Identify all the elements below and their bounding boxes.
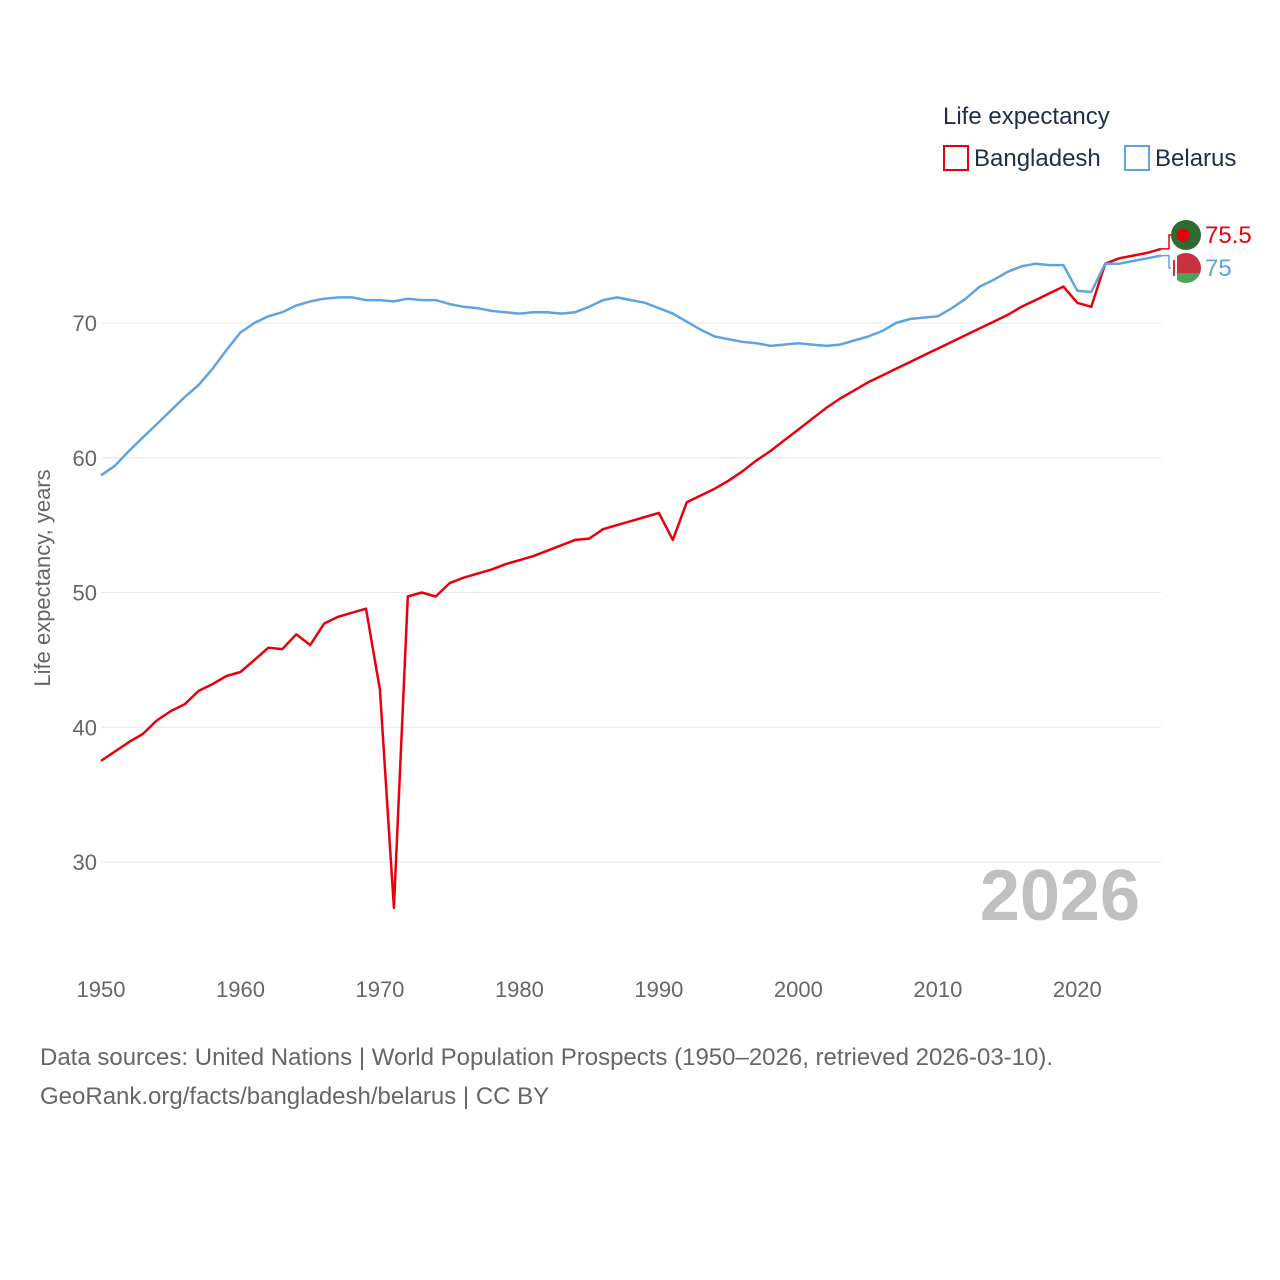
belarus-flag-icon (1171, 253, 1201, 283)
gridlines (101, 322, 1161, 863)
legend-label-belarus: Belarus (1155, 145, 1236, 172)
legend-swatch-belarus (1124, 145, 1150, 171)
series-lines (100, 247, 1162, 910)
legend-label-bangladesh: Bangladesh (974, 145, 1101, 172)
bangladesh-flag-icon (1171, 220, 1201, 250)
line-chart: 30 40 50 60 70 1950 1960 1970 1980 1990 2000 2010 2… (30, 103, 1252, 1002)
y-tick-label-70: 70 (73, 311, 97, 336)
y-tick-label-40: 40 (73, 715, 97, 740)
x-tick-label-1990: 1990 (634, 977, 683, 1002)
end-value-label-belarus: 75 (1205, 255, 1232, 282)
x-tick-label-2000: 2000 (774, 977, 823, 1002)
x-axis-ticks: 1950 1960 1970 1980 1990 2000 2010 2020 (77, 977, 1102, 1002)
y-tick-label-30: 30 (73, 850, 97, 875)
y-tick-label-50: 50 (73, 581, 97, 606)
series-end-markers: 75.5 75 (1161, 220, 1252, 283)
x-tick-label-2010: 2010 (913, 977, 962, 1002)
y-axis-ticks: 30 40 50 60 70 (73, 311, 97, 875)
data-source-footer: Data sources: United Nations | World Pop… (40, 1044, 1054, 1071)
x-tick-label-1970: 1970 (355, 977, 404, 1002)
series-line-bangladesh (100, 247, 1162, 910)
legend-title: Life expectancy (943, 103, 1110, 130)
y-axis-title: Life expectancy, years (30, 469, 55, 686)
current-year-label: 2026 (980, 856, 1140, 936)
attribution-footer: GeoRank.org/facts/bangladesh/belarus | C… (40, 1083, 550, 1110)
x-tick-label-1950: 1950 (77, 977, 126, 1002)
legend: Life expectancy Bangladesh Belarus (943, 103, 1236, 172)
x-tick-label-2020: 2020 (1053, 977, 1102, 1002)
x-tick-label-1960: 1960 (216, 977, 265, 1002)
end-value-label-bangladesh: 75.5 (1205, 222, 1252, 249)
x-tick-label-1980: 1980 (495, 977, 544, 1002)
legend-swatch-bangladesh (943, 145, 969, 171)
series-line-belarus (100, 254, 1162, 477)
y-tick-label-60: 60 (73, 446, 97, 471)
